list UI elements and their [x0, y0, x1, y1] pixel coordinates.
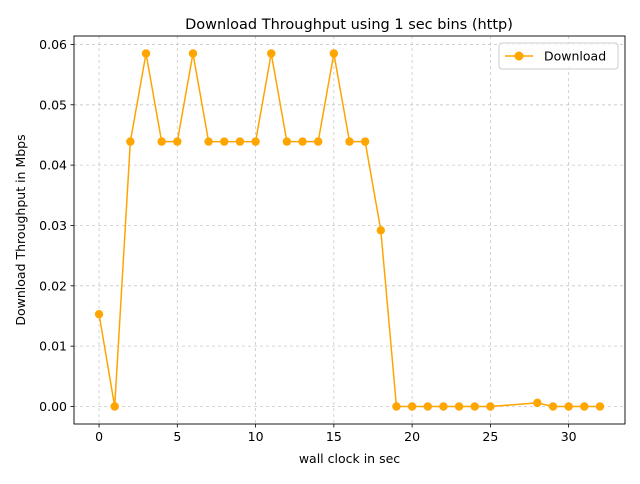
y-tick-label: 0.01	[39, 339, 67, 354]
y-tick-label: 0.06	[39, 37, 67, 52]
data-point	[157, 137, 166, 146]
chart-title: Download Throughput using 1 sec bins (ht…	[185, 17, 513, 33]
x-tick-label: 15	[326, 429, 342, 444]
data-point	[439, 402, 448, 411]
y-tick-label: 0.05	[39, 97, 67, 112]
legend: Download	[498, 42, 619, 70]
data-point	[298, 137, 307, 146]
y-tick-label: 0.03	[39, 218, 67, 233]
x-tick-label: 30	[561, 429, 577, 444]
data-point	[407, 402, 417, 411]
data-point	[329, 49, 339, 58]
data-point	[204, 137, 213, 146]
data-point	[345, 137, 354, 146]
data-point	[251, 137, 260, 146]
x-tick-label: 5	[173, 429, 181, 444]
legend-box	[498, 42, 619, 70]
data-point	[470, 402, 479, 411]
data-point	[392, 402, 401, 411]
grid-lines	[74, 36, 625, 424]
data-point	[548, 402, 558, 411]
data-point	[94, 309, 104, 319]
data-point	[141, 49, 151, 58]
series-layer	[94, 49, 605, 411]
data-point	[580, 402, 589, 411]
data-point	[282, 137, 292, 146]
data-point	[376, 226, 386, 235]
data-point	[188, 49, 198, 58]
data-point	[173, 137, 182, 146]
data-point	[486, 402, 495, 411]
data-point	[235, 137, 245, 146]
x-axis-label: wall clock in sec	[299, 451, 400, 466]
y-axis-label: Download Throughput in Mbps	[13, 134, 28, 325]
data-point	[564, 402, 573, 411]
y-tick-label: 0.00	[39, 399, 67, 414]
y-tick-label: 0.04	[39, 158, 67, 173]
x-tick-label: 20	[404, 429, 420, 444]
legend-label-download: Download	[544, 49, 606, 64]
x-tick-label: 25	[482, 429, 498, 444]
axes-frame	[73, 35, 626, 425]
data-point	[533, 398, 542, 408]
data-point	[360, 137, 370, 146]
data-point	[110, 402, 119, 411]
axis-ticks: 0 5 10 15 20 25 30 0.00 0.01 0.02 0.03 0.04 0.05 0.06	[39, 37, 576, 444]
data-point	[454, 402, 464, 411]
y-tick-label: 0.02	[39, 278, 67, 293]
x-tick-label: 0	[95, 429, 103, 444]
data-point	[313, 137, 323, 146]
data-point	[220, 137, 229, 146]
data-point	[423, 402, 432, 411]
data-point	[126, 137, 135, 146]
data-point	[595, 402, 605, 411]
series-line-download	[98, 52, 600, 408]
legend-marker-swatch	[514, 51, 524, 61]
x-tick-label: 10	[248, 429, 264, 444]
data-point	[267, 49, 276, 58]
